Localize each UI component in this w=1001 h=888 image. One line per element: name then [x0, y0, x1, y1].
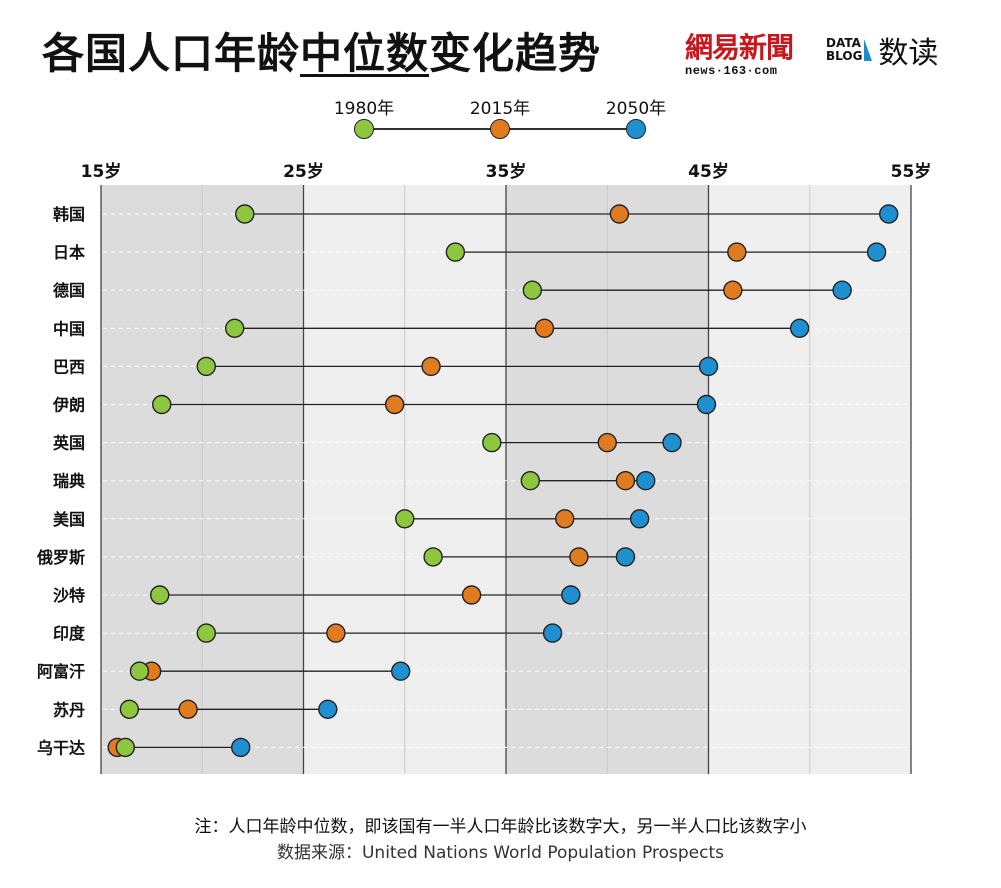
- legend-label-2015: 2015年: [469, 99, 531, 119]
- country-label: 印度: [53, 624, 86, 643]
- netease-news-logo: 網易新聞 news·163·com: [685, 26, 794, 78]
- x-tick-label: 15岁: [81, 161, 122, 182]
- dot-2050: [789, 318, 810, 339]
- country-label: 俄罗斯: [36, 548, 85, 567]
- x-tick-label: 45岁: [688, 161, 729, 182]
- dot-2050: [318, 699, 338, 719]
- dot-1980: [520, 471, 540, 491]
- dot-2015: [615, 471, 636, 491]
- datablog-logo: DATA BLOG 数读: [826, 28, 938, 72]
- dot-2050: [391, 661, 411, 681]
- country-label: 苏丹: [53, 700, 85, 719]
- dot-1980: [423, 547, 443, 567]
- datablog-mark-icon: [864, 39, 873, 61]
- dot-2015: [384, 394, 405, 415]
- x-tick-label: 25岁: [283, 161, 324, 182]
- dumbbell-chart: 15岁 25岁 35岁 45岁 55岁韩国日本德国中国巴西伊朗英国瑞典美国俄罗斯沙特印度…: [36, 161, 932, 774]
- dot-1980: [196, 623, 217, 643]
- dot-2015: [723, 280, 743, 300]
- country-label: 巴西: [53, 357, 85, 376]
- country-label: 瑞典: [53, 472, 85, 491]
- dot-1980: [129, 661, 150, 681]
- dot-2050: [696, 394, 717, 415]
- dot-1980: [196, 356, 217, 377]
- country-label: 美国: [53, 510, 85, 529]
- dot-2050: [542, 623, 563, 643]
- country-label: 德国: [53, 281, 85, 300]
- dot-2015: [421, 356, 441, 377]
- country-label: 阿富汗: [37, 662, 85, 681]
- dot-2015: [597, 432, 617, 453]
- dot-1980: [150, 585, 170, 605]
- x-tick-label: 35岁: [486, 161, 527, 182]
- dot-1980: [115, 737, 136, 758]
- country-label: 乌干达: [37, 738, 85, 757]
- legend: 1980年 2015年 2050年: [0, 94, 1001, 150]
- legend-label-1980: 1980年: [333, 99, 395, 119]
- dot-1980: [395, 509, 415, 529]
- datablog-logo-text: DATA BLOG: [826, 36, 863, 63]
- dot-2015: [727, 242, 747, 262]
- legend-dot-2050: [626, 119, 646, 139]
- dot-2050: [879, 204, 899, 224]
- dot-1980: [119, 699, 140, 719]
- dot-2015: [555, 509, 575, 529]
- dot-1980: [152, 394, 172, 415]
- footnote: 注：人口年龄中位数，即该国有一半人口年龄比该数字大，另一半人口比该数字小: [194, 817, 807, 837]
- dot-2050: [615, 547, 636, 567]
- dot-2050: [662, 432, 682, 453]
- dot-2015: [461, 585, 482, 605]
- country-label: 沙特: [53, 586, 85, 605]
- dot-2015: [534, 318, 555, 339]
- country-label: 日本: [53, 243, 85, 262]
- netease-news-logo-text: 網易新聞: [685, 31, 794, 64]
- dot-2050: [866, 242, 887, 262]
- data-source: 数据来源：United Nations World Population Pro…: [276, 843, 724, 863]
- dot-2015: [178, 699, 198, 719]
- legend-dot-1980: [354, 119, 374, 139]
- dot-2050: [629, 509, 650, 529]
- legend-dot-2015: [490, 119, 510, 139]
- dot-1980: [522, 280, 543, 300]
- country-label: 韩国: [53, 205, 85, 224]
- country-label: 英国: [52, 434, 85, 453]
- shudu-logo-text: 数读: [878, 36, 939, 71]
- page-title: 各国人口年龄中位数变化趋势: [42, 29, 602, 78]
- dot-1980: [224, 318, 245, 339]
- dot-1980: [235, 204, 255, 224]
- dot-2050: [231, 737, 251, 758]
- dot-2050: [561, 585, 581, 605]
- dot-2050: [698, 356, 719, 377]
- dot-1980: [445, 242, 466, 262]
- country-label: 伊朗: [52, 396, 85, 415]
- dot-2015: [569, 547, 589, 567]
- dot-2050: [832, 280, 852, 300]
- dot-2050: [636, 471, 656, 491]
- legend-label-2050: 2050年: [605, 99, 667, 119]
- dot-1980: [482, 432, 502, 453]
- netease-news-logo-url: news·163·com: [685, 64, 778, 78]
- x-tick-label: 55岁: [891, 161, 932, 182]
- country-label: 中国: [53, 319, 85, 338]
- dot-2015: [609, 204, 630, 224]
- dot-2015: [326, 623, 346, 643]
